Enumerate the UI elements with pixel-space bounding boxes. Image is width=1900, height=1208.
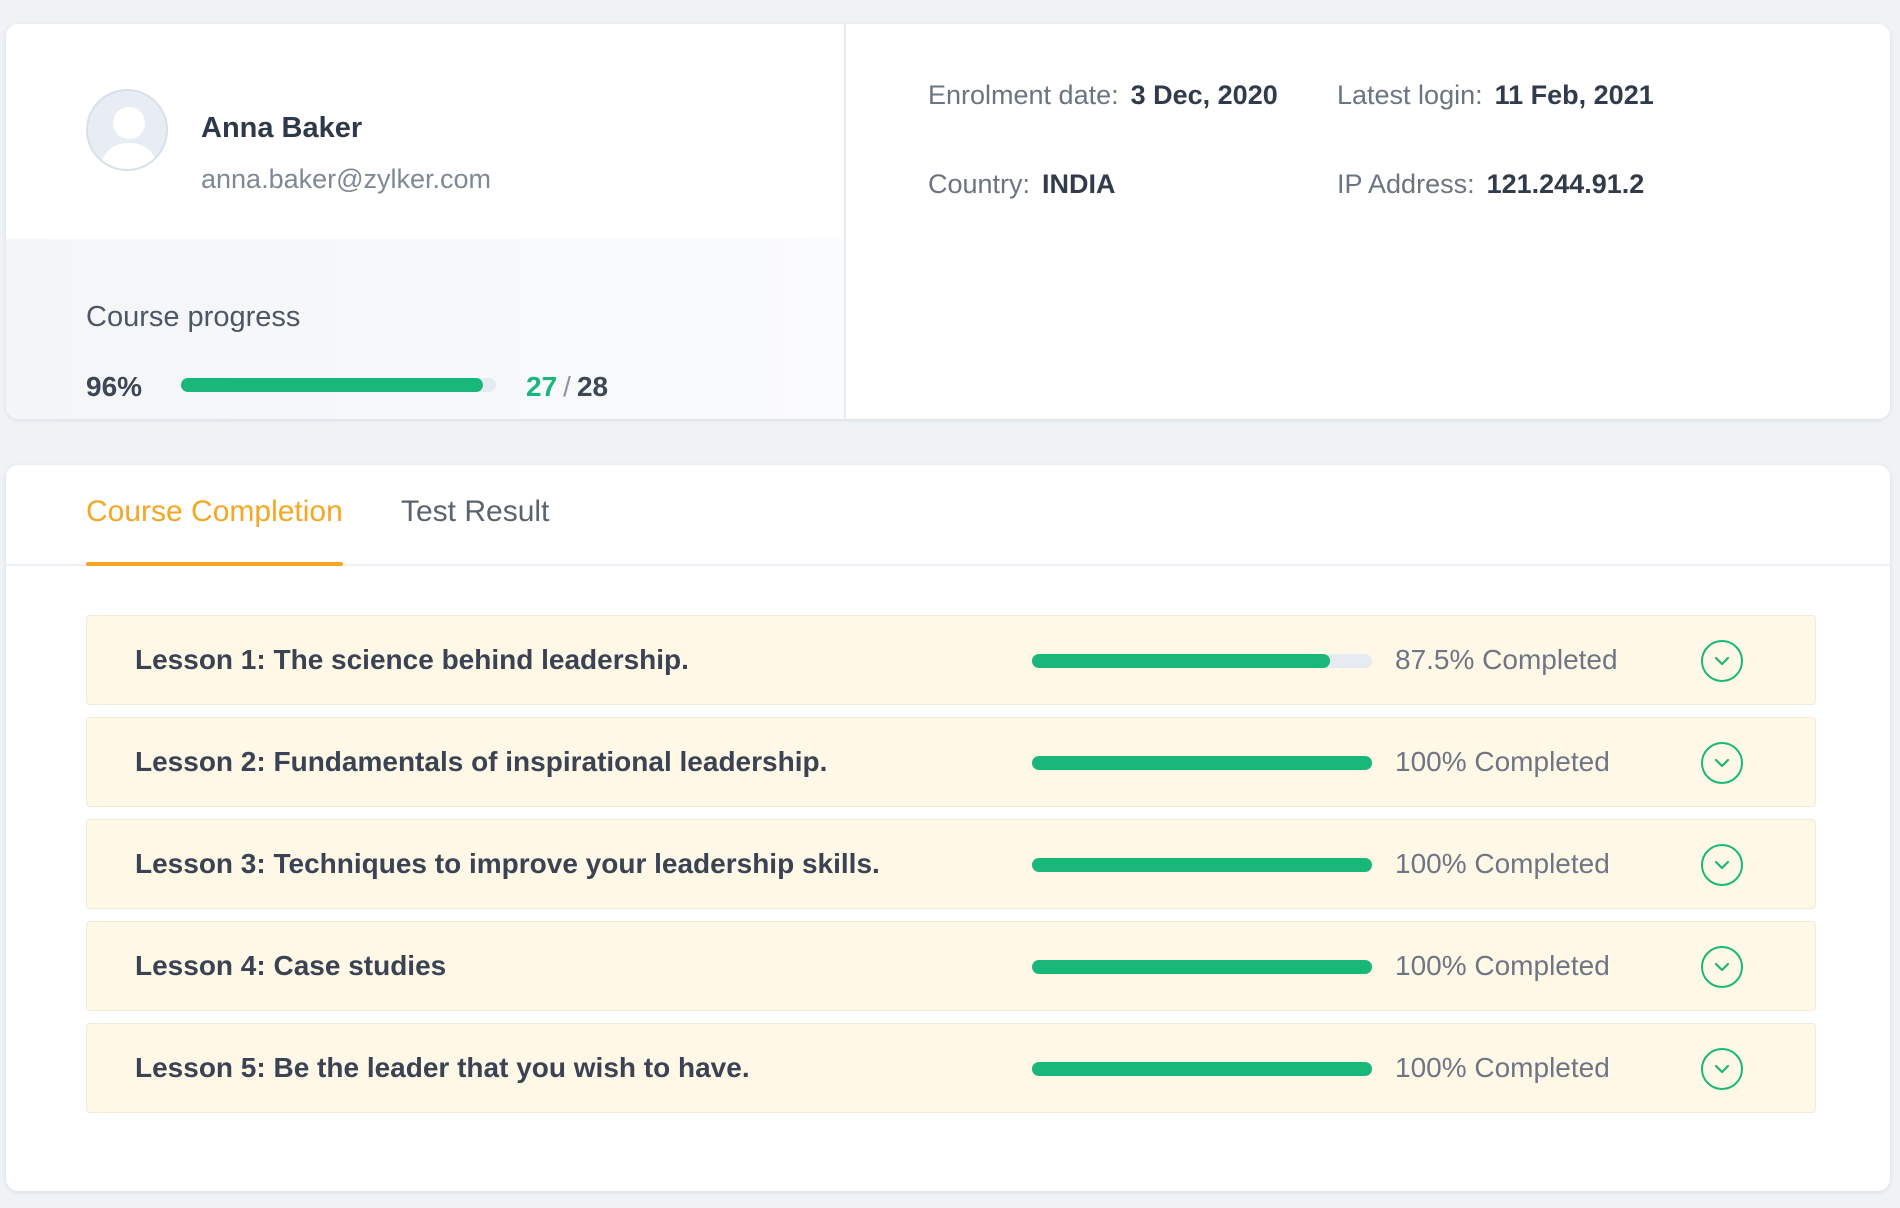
lesson-progress-fill <box>1032 960 1372 974</box>
lesson-progress-fill <box>1032 858 1372 872</box>
country-value: INDIA <box>1042 169 1116 199</box>
lesson-status: 100% Completed <box>1395 746 1610 777</box>
enrolment-date-label: Enrolment date: <box>928 80 1119 110</box>
enrolment-date: Enrolment date: 3 Dec, 2020 <box>928 80 1278 111</box>
lesson-status: 100% Completed <box>1395 1052 1610 1083</box>
lesson-progress-fill <box>1032 756 1372 770</box>
user-avatar-placeholder-icon <box>86 89 168 171</box>
lesson-title: Lesson 1: The science behind leadership. <box>135 644 689 675</box>
chevron-down-icon[interactable] <box>1701 946 1743 988</box>
user-name: Anna Baker <box>201 112 363 144</box>
tab-course-completion[interactable]: Course Completion <box>86 495 343 566</box>
course-progress-fill <box>181 378 484 392</box>
chevron-down-icon[interactable] <box>1701 742 1743 784</box>
course-progress-label: Course progress <box>86 301 301 333</box>
lesson-progress-bar <box>1032 960 1372 974</box>
lesson-progress-bar <box>1032 858 1372 872</box>
lesson-progress-bar <box>1032 654 1372 668</box>
course-progress-bar <box>181 378 496 392</box>
learner-profile: Anna Baker anna.baker@zylker.com <box>6 24 844 239</box>
chevron-down-icon[interactable] <box>1701 1048 1743 1090</box>
chevron-down-icon[interactable] <box>1701 844 1743 886</box>
lesson-row[interactable]: Lesson 3: Techniques to improve your lea… <box>86 819 1816 909</box>
lesson-title: Lesson 2: Fundamentals of inspirational … <box>135 746 828 777</box>
lesson-row[interactable]: Lesson 1: The science behind leadership.… <box>86 615 1816 705</box>
country: Country: INDIA <box>928 169 1116 200</box>
lesson-progress-fill <box>1032 654 1330 668</box>
lesson-progress-bar <box>1032 756 1372 770</box>
lesson-progress-bar <box>1032 1062 1372 1076</box>
user-email: anna.baker@zylker.com <box>201 164 492 194</box>
latest-login: Latest login: 11 Feb, 2021 <box>1337 80 1654 111</box>
course-progress-percent: 96% <box>86 371 143 402</box>
country-label: Country: <box>928 169 1031 199</box>
lesson-title: Lesson 4: Case studies <box>135 950 447 981</box>
ip-address-value: 121.244.91.2 <box>1486 169 1645 199</box>
course-details-card: Course Completion Test Result Lesson 1: … <box>6 465 1890 1191</box>
lesson-row[interactable]: Lesson 2: Fundamentals of inspirational … <box>86 717 1816 807</box>
learner-summary-card: Anna Baker anna.baker@zylker.com Course … <box>6 24 1890 419</box>
chevron-down-icon[interactable] <box>1701 640 1743 682</box>
tab-test-result[interactable]: Test Result <box>401 495 550 528</box>
lesson-row[interactable]: Lesson 5: Be the leader that you wish to… <box>86 1023 1816 1113</box>
latest-login-value: 11 Feb, 2021 <box>1494 80 1654 110</box>
count-separator: / <box>563 371 571 402</box>
ip-address-label: IP Address: <box>1337 169 1475 199</box>
completed-count: 27 <box>526 371 558 402</box>
ip-address: IP Address: 121.244.91.2 <box>1337 169 1644 200</box>
total-count: 28 <box>576 371 609 402</box>
lesson-title: Lesson 3: Techniques to improve your lea… <box>135 848 880 879</box>
course-progress-count: 27/28 <box>526 371 608 403</box>
course-progress-section: Course progress 96% 27/28 <box>6 239 844 419</box>
lesson-status: 100% Completed <box>1395 950 1610 981</box>
lesson-status: 100% Completed <box>1395 848 1610 879</box>
enrolment-date-value: 3 Dec, 2020 <box>1130 80 1278 110</box>
learner-panel: Anna Baker anna.baker@zylker.com Course … <box>6 24 846 419</box>
lesson-row[interactable]: Lesson 4: Case studies 100% Completed <box>86 921 1816 1011</box>
lesson-progress-fill <box>1032 1062 1372 1076</box>
lesson-title: Lesson 5: Be the leader that you wish to… <box>135 1052 750 1083</box>
latest-login-label: Latest login: <box>1337 80 1483 110</box>
lesson-status: 87.5% Completed <box>1395 644 1618 675</box>
tab-bar: Course Completion Test Result <box>6 465 1890 566</box>
